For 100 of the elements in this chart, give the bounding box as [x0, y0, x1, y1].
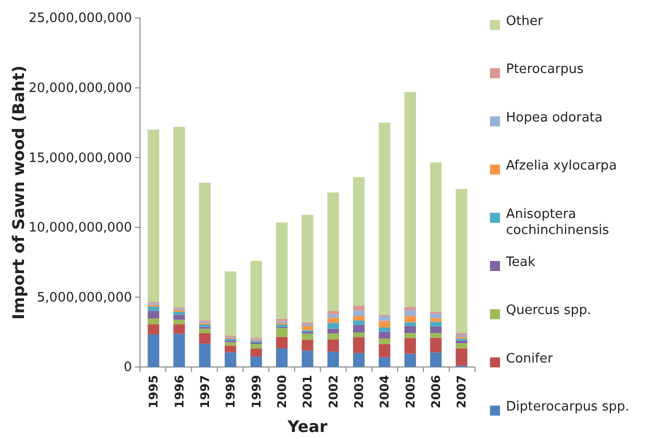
x-tick-label: 2002: [326, 375, 340, 408]
bar: [199, 333, 211, 344]
bar: [276, 324, 288, 327]
bar: [173, 320, 185, 324]
x-tick-label: 2006: [429, 375, 444, 408]
bar: [276, 336, 288, 348]
legend-label: Other: [506, 14, 544, 29]
bar: [173, 314, 185, 320]
bar: [378, 122, 390, 315]
y-axis-title: Import of Sawn wood (Baht): [9, 65, 28, 320]
bar: [173, 324, 185, 334]
y-tick-label: 10,000,000,000: [28, 220, 132, 236]
x-tick-label: 2003: [352, 375, 366, 408]
bar: [276, 328, 288, 337]
bar: [430, 318, 442, 322]
x-tick-label: 1998: [224, 375, 238, 408]
bar: [327, 318, 339, 323]
bar: [404, 310, 416, 316]
bar: [456, 348, 468, 366]
bar: [199, 328, 211, 334]
bar: [173, 312, 185, 315]
bar: [378, 338, 390, 344]
bar: [327, 333, 339, 340]
bar: [250, 356, 262, 367]
bar: [404, 333, 416, 338]
bar: [302, 334, 314, 340]
bar: [404, 92, 416, 307]
legend-label: Hopea odorata: [506, 110, 603, 126]
bar: [404, 354, 416, 367]
bar: [327, 328, 339, 334]
bar: [224, 342, 236, 346]
bar: [250, 348, 262, 356]
bar: [302, 214, 314, 322]
x-tick-label: 2004: [378, 375, 392, 408]
bar: [173, 126, 185, 308]
x-tick-label: 2005: [403, 375, 418, 408]
bar: [199, 324, 211, 327]
bar: [404, 338, 416, 354]
bar: [276, 222, 288, 319]
x-tick-label: 2007: [454, 375, 469, 408]
bar: [148, 334, 160, 367]
bar: [378, 344, 390, 358]
bar: [378, 332, 390, 339]
y-tick-label: 0: [124, 360, 132, 376]
legend-label: Afzelia xylocarpa: [506, 158, 617, 174]
bar: [430, 326, 442, 334]
legend-label: Dipterocarpus spp.: [506, 400, 630, 415]
bar: [148, 318, 160, 324]
bar: [327, 322, 339, 329]
bar: [148, 130, 160, 302]
bar: [302, 350, 314, 367]
bar: [404, 322, 416, 326]
y-tick-label: 15,000,000,000: [28, 150, 132, 166]
bar: [302, 340, 314, 351]
bar: [353, 337, 365, 354]
x-tick-label: 2001: [300, 375, 315, 408]
bar: [353, 316, 365, 321]
bar: [353, 353, 365, 367]
bar: [224, 352, 236, 367]
legend-label: Anisoptera cochinchinensis: [506, 206, 610, 238]
bar: [353, 306, 365, 311]
bar: [353, 332, 365, 338]
bar: [404, 316, 416, 322]
bar: [353, 320, 365, 325]
bar: [430, 162, 442, 312]
bar: [148, 324, 160, 334]
bar: [276, 348, 288, 367]
legend-label: Quercus spp.: [506, 303, 592, 318]
legend-label: Pterocarpus: [506, 62, 584, 78]
bar: [430, 322, 442, 326]
bar: [224, 346, 236, 352]
bar: [173, 334, 185, 367]
bar: [430, 352, 442, 367]
bar: [378, 320, 390, 328]
bar: [199, 344, 211, 367]
bar: [456, 189, 468, 334]
bar: [404, 306, 416, 311]
bar: [353, 177, 365, 306]
bar: [199, 182, 211, 320]
bar: [456, 340, 468, 344]
bar: [148, 306, 160, 311]
bar: [353, 324, 365, 333]
bar: [250, 344, 262, 348]
x-tick-label: 1999: [249, 375, 264, 408]
bar: [353, 310, 365, 316]
bar: [378, 316, 390, 321]
bar: [276, 318, 288, 322]
bar: [404, 326, 416, 334]
bar: [430, 338, 442, 352]
legend-label: Teak: [505, 255, 536, 270]
y-tick-label: 25,000,000,000: [28, 11, 132, 26]
bar: [327, 311, 339, 314]
bar: [327, 192, 339, 312]
x-tick-label: 1996: [172, 375, 186, 408]
bar: [327, 339, 339, 352]
y-tick-label: 5,000,000,000: [36, 290, 132, 306]
x-tick-label: 1995: [146, 375, 161, 408]
bar: [224, 271, 236, 336]
bar: [302, 326, 314, 330]
bar: [456, 343, 468, 348]
